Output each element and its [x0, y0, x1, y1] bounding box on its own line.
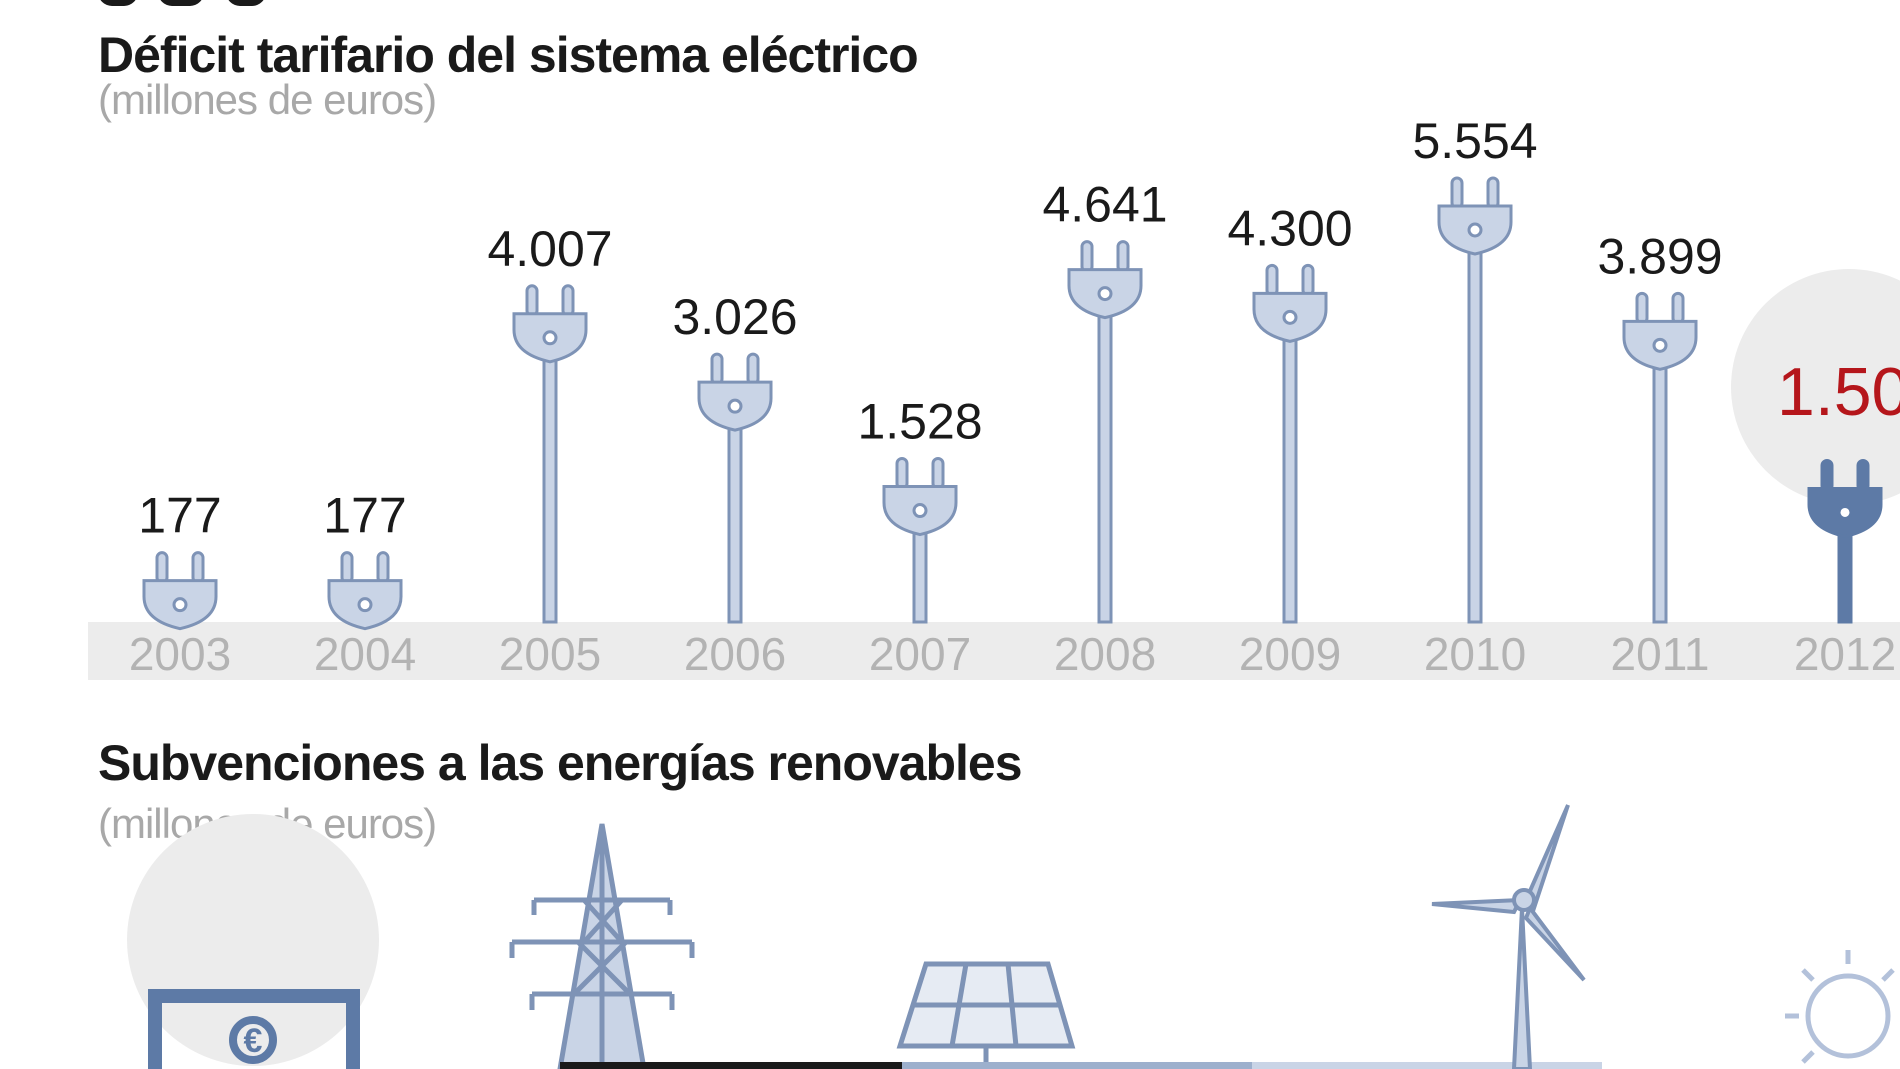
- x-tick-label: 2012: [1794, 628, 1896, 680]
- x-tick-label: 2006: [684, 628, 786, 680]
- x-tick-label: 2009: [1239, 628, 1341, 680]
- deficit-chart: 177 2003 177 2004 4.007 2005 3.026 2006 1.528 200…: [88, 113, 1900, 680]
- base-line: [1252, 1062, 1602, 1069]
- solar-panel-icon: [896, 961, 1076, 1069]
- plug-hole: [1467, 222, 1483, 238]
- svg-text:€: €: [244, 1022, 263, 1060]
- chart-title: Déficit tarifario del sistema eléctrico: [98, 27, 919, 83]
- plug-hole: [912, 503, 928, 519]
- sun-icon: [1785, 950, 1895, 1064]
- plug-hole: [1837, 504, 1853, 520]
- bar-plug: 1.500 2012: [1731, 269, 1900, 680]
- plug-hole: [1282, 309, 1298, 325]
- bar-plug: 177 2003: [129, 488, 231, 680]
- bar-plug: 4.641 2008: [1042, 177, 1167, 680]
- data-label: 3.026: [672, 289, 797, 345]
- x-tick-label: 2005: [499, 628, 601, 680]
- base-line: [902, 1062, 1252, 1069]
- plug-hole: [1097, 286, 1113, 302]
- wind-turbine-icon: [1431, 804, 1586, 1069]
- plug-hole: [1652, 337, 1668, 353]
- x-tick-label: 2007: [869, 628, 971, 680]
- data-label: 4.641: [1042, 177, 1167, 233]
- data-label: 5.554: [1412, 113, 1537, 169]
- header-title-fragment: [98, 0, 268, 10]
- plug-hole: [542, 330, 558, 346]
- renewables-title: Subvenciones a las energías renovables: [98, 735, 1023, 791]
- chart-subtitle: (millones de euros): [98, 76, 437, 123]
- power-tower-icon: [509, 823, 695, 1069]
- x-tick-label: 2004: [314, 628, 416, 680]
- euro-icon: €: [127, 814, 379, 1069]
- x-tick-label: 2003: [129, 628, 231, 680]
- bar-plug: 177 2004: [314, 488, 416, 680]
- bar-plug: 5.554 2010: [1412, 113, 1537, 680]
- x-axis-band: [88, 622, 1900, 680]
- x-tick-label: 2011: [1611, 628, 1710, 680]
- bar-plug: 4.007 2005: [487, 221, 612, 680]
- x-tick-label: 2008: [1054, 628, 1156, 680]
- bar-plug: 3.899 2011: [1597, 228, 1722, 680]
- data-label: 1.528: [857, 394, 982, 450]
- bar-plug: 1.528 2007: [857, 394, 982, 680]
- base-line: [560, 1062, 902, 1069]
- data-label: 177: [323, 488, 406, 544]
- data-label: 177: [138, 488, 221, 544]
- data-label: 3.899: [1597, 228, 1722, 284]
- plug-hole: [172, 597, 188, 613]
- bar-plug: 3.026 2006: [672, 289, 797, 680]
- plug-hole: [727, 398, 743, 414]
- x-tick-label: 2010: [1424, 628, 1526, 680]
- highlight-circle: [1731, 269, 1900, 505]
- data-label: 4.300: [1227, 200, 1352, 256]
- plug-hole: [357, 597, 373, 613]
- data-label: 4.007: [487, 221, 612, 277]
- bar-plug: 4.300 2009: [1227, 200, 1352, 680]
- data-label: 1.500: [1777, 354, 1900, 430]
